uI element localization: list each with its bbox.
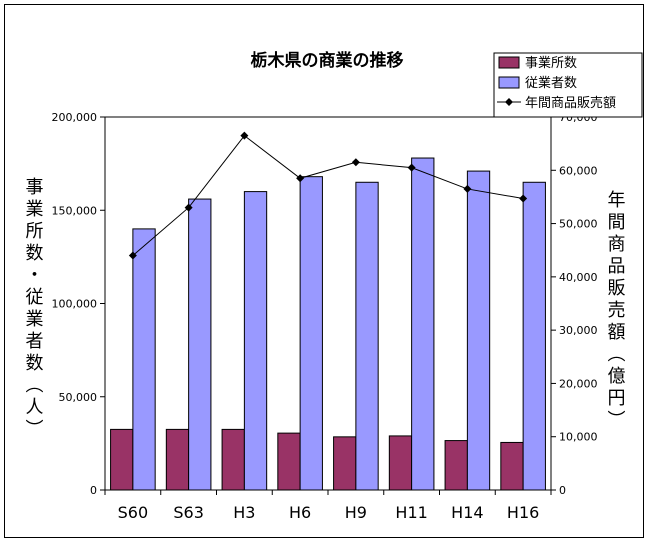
legend-swatch-employees — [498, 76, 520, 89]
y-right-tick-label: 20,000 — [559, 377, 598, 390]
bar-employees — [355, 181, 379, 491]
bar-employees — [522, 181, 546, 491]
bar-establishments — [165, 428, 190, 491]
legend: 事業所数 従業者数 年間商品販売額 — [493, 52, 643, 118]
bar-establishments — [388, 435, 413, 491]
legend-swatch-establishments — [498, 56, 520, 69]
legend-label-sales: 年間商品販売額 — [525, 95, 616, 111]
y-right-tick-label: 30,000 — [559, 324, 598, 337]
chart-frame: 栃木県の商業の推移 事業所数・従業者数（人） 年間商品販売額（億円） 0 50,0… — [4, 4, 644, 538]
bar-employees — [132, 228, 156, 491]
point-sales — [128, 251, 137, 260]
chart: 栃木県の商業の推移 事業所数・従業者数（人） 年間商品販売額（億円） 0 50,0… — [23, 50, 643, 522]
y-axis-right-label: 年間商品販売額（億円） — [605, 190, 626, 432]
bar-employees — [299, 176, 323, 491]
legend-marker-sales — [505, 98, 513, 106]
y-left-tick-label: 150,000 — [52, 204, 98, 217]
y-left-tick-label: 50,000 — [59, 391, 98, 404]
point-sales — [463, 184, 472, 193]
bar-employees — [243, 191, 268, 491]
bar-employees — [411, 157, 435, 491]
bar-establishments — [444, 440, 468, 491]
x-tick-label: H14 — [451, 503, 483, 522]
bar-employees — [466, 170, 491, 491]
point-sales — [296, 174, 305, 183]
legend-label-establishments: 事業所数 — [525, 55, 577, 71]
y-right-tick-label: 0 — [559, 484, 566, 497]
point-sales — [240, 131, 249, 140]
legend-label-employees: 従業者数 — [525, 75, 577, 91]
x-tick-label: H3 — [233, 503, 255, 522]
x-tick-label: S60 — [118, 503, 149, 522]
bar-establishments — [333, 436, 357, 491]
bar-establishments — [277, 432, 301, 491]
line-sales — [132, 134, 524, 256]
bar-establishments — [110, 428, 134, 491]
point-sales — [519, 194, 528, 203]
x-tick-label: H16 — [507, 503, 539, 522]
x-tick-label: H6 — [289, 503, 311, 522]
chart-title: 栃木県の商業の推移 — [251, 50, 404, 71]
point-sales — [351, 158, 360, 167]
x-tick-label: S63 — [173, 503, 204, 522]
y-axis-left-label: 事業所数・従業者数（人） — [23, 177, 44, 441]
bar-employees — [188, 198, 212, 491]
y-left-tick-label: 200,000 — [52, 111, 98, 124]
y-left-tick-label: 100,000 — [52, 298, 98, 311]
y-right-tick-label: 50,000 — [559, 218, 598, 231]
bar-establishments — [221, 428, 245, 491]
y-right-tick-label: 40,000 — [559, 271, 598, 284]
bar-establishments — [500, 441, 524, 491]
y-right-tick-label: 60,000 — [559, 164, 598, 177]
point-sales — [407, 163, 416, 172]
x-tick-label: H9 — [345, 503, 367, 522]
y-left-tick-label: 0 — [90, 484, 97, 497]
x-tick-label: H11 — [395, 503, 427, 522]
y-right-tick-label: 10,000 — [559, 431, 598, 444]
point-sales — [184, 203, 193, 212]
